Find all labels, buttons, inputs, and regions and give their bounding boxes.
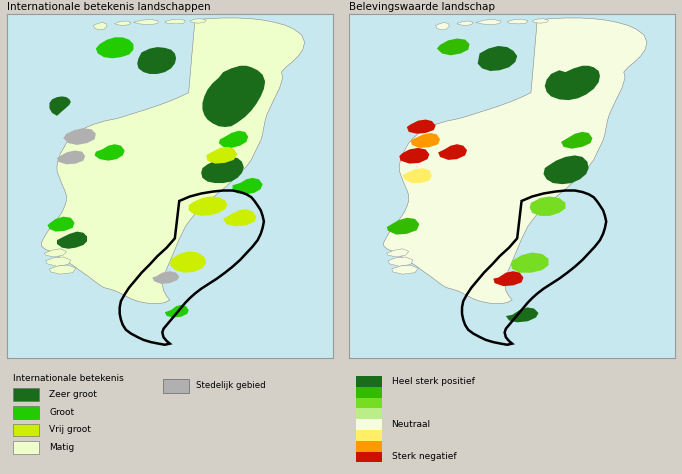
Polygon shape xyxy=(165,19,186,24)
Polygon shape xyxy=(544,155,589,184)
Polygon shape xyxy=(189,197,228,216)
Polygon shape xyxy=(233,178,263,194)
Bar xyxy=(163,379,190,392)
Bar xyxy=(356,387,382,398)
Bar xyxy=(14,406,40,419)
Polygon shape xyxy=(436,22,449,30)
Polygon shape xyxy=(506,308,539,322)
Polygon shape xyxy=(63,128,96,145)
Polygon shape xyxy=(493,271,524,286)
Polygon shape xyxy=(190,18,206,23)
Text: Matig: Matig xyxy=(49,443,74,452)
Polygon shape xyxy=(391,265,418,274)
Bar xyxy=(14,424,40,437)
Polygon shape xyxy=(115,21,131,26)
Polygon shape xyxy=(545,66,600,100)
Polygon shape xyxy=(170,251,206,273)
Polygon shape xyxy=(42,18,305,304)
Polygon shape xyxy=(201,157,244,183)
Polygon shape xyxy=(387,249,409,257)
Text: Vrij groot: Vrij groot xyxy=(49,426,91,435)
Text: Heel sterk positief: Heel sterk positief xyxy=(391,377,475,386)
Polygon shape xyxy=(223,209,256,227)
Polygon shape xyxy=(50,265,76,274)
Polygon shape xyxy=(387,218,419,235)
Bar xyxy=(356,398,382,409)
Text: Internationale betekenis landschappen: Internationale betekenis landschappen xyxy=(7,2,211,12)
Text: Groot: Groot xyxy=(49,408,74,417)
Bar xyxy=(356,441,382,452)
Text: Internationale betekenis: Internationale betekenis xyxy=(14,374,124,383)
Polygon shape xyxy=(438,144,467,160)
Polygon shape xyxy=(44,249,66,257)
Text: Zeer groot: Zeer groot xyxy=(49,390,97,399)
Polygon shape xyxy=(96,37,134,58)
Polygon shape xyxy=(399,148,430,164)
Polygon shape xyxy=(457,21,473,26)
Polygon shape xyxy=(95,144,125,161)
Bar xyxy=(14,441,40,454)
Bar xyxy=(356,430,382,441)
Polygon shape xyxy=(48,217,74,232)
Text: Neutraal: Neutraal xyxy=(391,420,430,429)
Polygon shape xyxy=(137,47,176,74)
Polygon shape xyxy=(388,257,413,266)
Polygon shape xyxy=(93,22,107,30)
Bar xyxy=(14,388,40,401)
Polygon shape xyxy=(476,19,501,25)
Bar xyxy=(356,419,382,430)
Polygon shape xyxy=(57,232,87,249)
Polygon shape xyxy=(532,18,548,23)
Polygon shape xyxy=(57,151,85,164)
Bar xyxy=(356,376,382,387)
Polygon shape xyxy=(165,305,189,318)
Polygon shape xyxy=(507,19,528,24)
Polygon shape xyxy=(219,131,248,148)
Text: Belevingswaarde landschap: Belevingswaarde landschap xyxy=(349,2,495,12)
Polygon shape xyxy=(50,96,71,116)
Polygon shape xyxy=(402,168,432,183)
Bar xyxy=(356,452,382,463)
Polygon shape xyxy=(407,119,436,134)
Polygon shape xyxy=(46,257,71,266)
Polygon shape xyxy=(152,271,179,284)
Polygon shape xyxy=(437,38,469,55)
Polygon shape xyxy=(206,147,237,164)
Polygon shape xyxy=(511,253,548,273)
Text: Sterk negatief: Sterk negatief xyxy=(391,453,456,462)
Polygon shape xyxy=(134,19,158,25)
Polygon shape xyxy=(411,133,440,148)
Polygon shape xyxy=(203,66,265,127)
Text: Stedelijk gebied: Stedelijk gebied xyxy=(196,381,265,390)
Polygon shape xyxy=(477,46,517,71)
Polygon shape xyxy=(384,18,647,304)
Polygon shape xyxy=(530,197,565,216)
Polygon shape xyxy=(561,132,593,149)
Bar xyxy=(356,409,382,419)
